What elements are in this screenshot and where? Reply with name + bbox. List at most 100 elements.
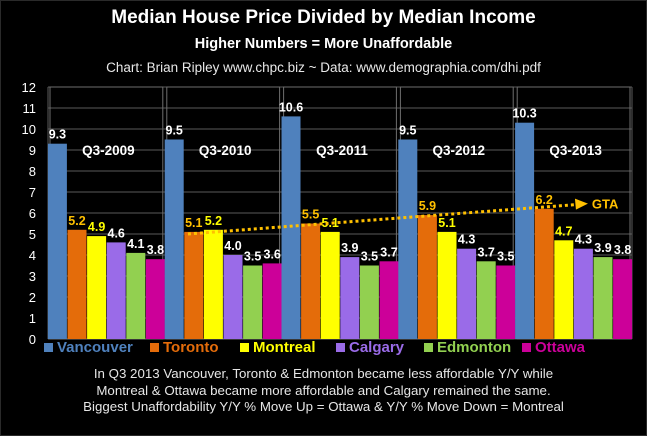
bar-toronto [184, 231, 204, 339]
footer-line-2: Montreal & Ottawa became more affordable… [96, 382, 551, 398]
bar-edmonton [476, 261, 496, 339]
bar-edmonton [593, 257, 613, 339]
legend-label-edmonton: Edmonton [437, 339, 511, 356]
legend-swatch-toronto [150, 343, 159, 352]
data-label: 4.1 [127, 237, 144, 251]
bar-montreal [437, 231, 457, 339]
bar-vancouver [515, 122, 535, 339]
y-tick-label: 6 [29, 206, 36, 221]
data-label: 3.9 [341, 241, 358, 255]
bar-edmonton [243, 265, 263, 339]
data-label: 3.9 [594, 241, 611, 255]
legend-swatch-calgary [336, 343, 345, 352]
bar-vancouver [164, 139, 184, 339]
bar-toronto [301, 223, 321, 339]
trend-line: GTA [187, 197, 619, 236]
footer-line-1: In Q3 2013 Vancouver, Toronto & Edmonton… [93, 366, 554, 381]
legend-swatch-ottawa [522, 343, 531, 352]
footer-line-3: Biggest Unaffordability Y/Y % Move Up = … [83, 399, 564, 414]
data-label: 3.6 [264, 247, 281, 261]
chart-subtitle: Higher Numbers = More Unaffordable [194, 36, 453, 52]
data-label: 5.2 [205, 214, 222, 228]
bar-ottawa [262, 263, 282, 339]
trend-arrowhead [574, 198, 588, 210]
y-tick-label: 2 [29, 290, 36, 305]
trend-label: GTA [592, 197, 619, 212]
bar-edmonton [359, 265, 379, 339]
y-tick-label: 12 [22, 80, 36, 95]
trend-line-dotted [187, 203, 577, 236]
data-label: 4.0 [224, 239, 241, 253]
bar-montreal [203, 229, 223, 339]
category-label: Q3-2010 [199, 143, 252, 158]
data-label: 3.8 [147, 243, 164, 257]
data-labels: 9.35.2 4.9 4.64.1 3.89.55.1 5.24.03.5 3.610.6… [49, 100, 632, 263]
y-tick-label: 7 [29, 185, 36, 200]
data-label: 9.5 [166, 124, 183, 138]
y-tick-label: 8 [29, 164, 36, 179]
data-label: 4.9 [88, 220, 105, 234]
legend: Vancouver Toronto Montreal Calgary Edmonton O… [44, 339, 586, 356]
y-tick-label: 3 [29, 269, 36, 284]
data-label: 4.7 [555, 224, 572, 238]
legend-label-vancouver: Vancouver [57, 339, 133, 356]
bar-vancouver [281, 116, 301, 340]
legend-label-calgary: Calgary [349, 339, 405, 356]
bar-ottawa [613, 259, 633, 339]
data-label: 5.1 [322, 216, 339, 230]
bar-calgary [340, 257, 360, 339]
bar-toronto [67, 229, 87, 339]
data-label: 3.5 [497, 250, 514, 264]
legend-label-montreal: Montreal [253, 339, 316, 356]
data-label: 9.5 [399, 124, 416, 138]
data-label: 3.5 [244, 250, 261, 264]
bar-toronto [534, 208, 554, 339]
bar-montreal [320, 231, 340, 339]
category-label: Q3-2012 [433, 143, 486, 158]
bar-calgary [106, 242, 126, 339]
data-label: 4.3 [575, 233, 592, 247]
data-label: 10.6 [279, 100, 303, 114]
y-tick-label: 5 [29, 227, 36, 242]
y-tick-label: 10 [22, 122, 36, 137]
legend-label-ottawa: Ottawa [535, 339, 586, 356]
data-label: 10.3 [512, 107, 536, 121]
data-label: 6.2 [536, 193, 553, 207]
data-label: 4.6 [108, 226, 125, 240]
category-label: Q3-2013 [549, 143, 602, 158]
data-label: 9.3 [49, 128, 66, 142]
bar-edmonton [126, 252, 146, 339]
bar-calgary [457, 248, 477, 339]
bar-montreal [554, 240, 574, 339]
data-label: 4.3 [458, 233, 475, 247]
bar-calgary [223, 255, 243, 339]
data-label: 3.8 [614, 243, 631, 257]
legend-swatch-montreal [240, 343, 249, 352]
chart-title: Median House Price Divided by Median Inc… [111, 7, 536, 28]
bar-montreal [87, 236, 107, 339]
data-label: 5.2 [68, 214, 85, 228]
data-label: 3.7 [478, 245, 495, 259]
bar-calgary [573, 248, 593, 339]
data-label: 5.9 [419, 199, 436, 213]
bar-vancouver [398, 139, 418, 339]
y-tick-label: 4 [29, 248, 36, 263]
category-label: Q3-2011 [316, 143, 368, 158]
data-label: 5.5 [302, 208, 319, 222]
legend-label-toronto: Toronto [163, 339, 219, 356]
data-label: 3.7 [380, 245, 397, 259]
legend-swatch-edmonton [424, 343, 433, 352]
legend-swatch-vancouver [44, 343, 53, 352]
y-tick-label: 1 [29, 311, 36, 326]
data-label: 5.1 [185, 216, 202, 230]
data-label: 5.1 [438, 216, 455, 230]
bars [47, 116, 633, 340]
bar-vancouver [47, 143, 67, 339]
bar-ottawa [379, 261, 399, 339]
data-label: 3.5 [361, 250, 378, 264]
bar-ottawa [145, 259, 165, 339]
y-tick-label: 11 [23, 101, 37, 116]
footer-note: In Q3 2013 Vancouver, Toronto & Edmonton… [0, 366, 647, 416]
bar-ottawa [496, 265, 516, 339]
